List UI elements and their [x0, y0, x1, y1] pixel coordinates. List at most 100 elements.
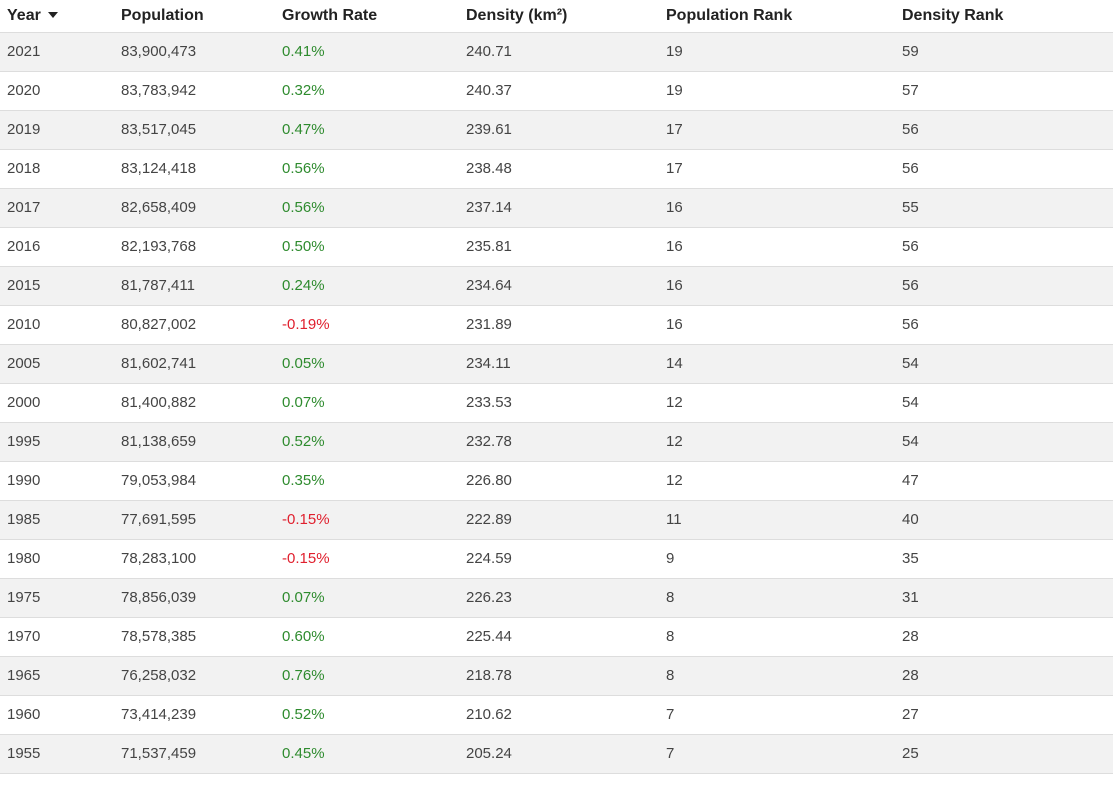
cell-population: 82,193,768	[121, 238, 197, 255]
cell-population: 81,400,882	[121, 394, 197, 411]
column-header-density-label: Density (km²)	[466, 6, 568, 24]
cell-population: 81,138,659	[121, 433, 197, 450]
cell-density: 225.44	[466, 628, 512, 645]
cell-year: 1975	[7, 589, 41, 606]
cell-year: 2021	[7, 43, 41, 60]
cell-growth-rate: 0.41%	[282, 43, 325, 60]
cell-density: 238.48	[466, 160, 512, 177]
cell-growth-rate: 0.47%	[282, 121, 325, 138]
cell-population-rank: 16	[666, 316, 683, 333]
cell-population: 81,602,741	[121, 355, 197, 372]
column-header-growth-rate[interactable]: Growth Rate	[275, 0, 459, 33]
cell-density: 237.14	[466, 199, 512, 216]
cell-density-rank: 56	[902, 160, 919, 177]
cell-population: 83,124,418	[121, 160, 197, 177]
cell-year: 2005	[7, 355, 41, 372]
cell-year: 2000	[7, 394, 41, 411]
column-header-growth-rate-label: Growth Rate	[282, 6, 378, 24]
cell-density: 210.62	[466, 706, 512, 723]
table-row: 2015 81,787,411 0.24% 234.64 16 56	[0, 266, 1113, 305]
cell-density-rank: 40	[902, 511, 919, 528]
column-header-population[interactable]: Population	[114, 0, 275, 33]
cell-population: 79,053,984	[121, 472, 197, 489]
cell-population: 80,827,002	[121, 316, 197, 333]
table-row: 2000 81,400,882 0.07% 233.53 12 54	[0, 383, 1113, 422]
cell-growth-rate: 0.56%	[282, 199, 325, 216]
cell-density-rank: 56	[902, 316, 919, 333]
cell-growth-rate: 0.05%	[282, 355, 325, 372]
cell-growth-rate: 0.32%	[282, 82, 325, 99]
cell-population: 73,414,239	[121, 706, 197, 723]
cell-population: 71,537,459	[121, 745, 197, 762]
cell-density: 233.53	[466, 394, 512, 411]
cell-growth-rate: 0.24%	[282, 277, 325, 294]
column-header-year[interactable]: Year	[0, 0, 114, 33]
cell-density: 240.71	[466, 43, 512, 60]
cell-density: 240.37	[466, 82, 512, 99]
cell-population-rank: 17	[666, 121, 683, 138]
table-row: 1975 78,856,039 0.07% 226.23 8 31	[0, 578, 1113, 617]
table-row: 1970 78,578,385 0.60% 225.44 8 28	[0, 617, 1113, 656]
cell-density-rank: 27	[902, 706, 919, 723]
cell-density: 232.78	[466, 433, 512, 450]
table-row: 1990 79,053,984 0.35% 226.80 12 47	[0, 461, 1113, 500]
cell-population: 82,658,409	[121, 199, 197, 216]
cell-density: 239.61	[466, 121, 512, 138]
cell-population-rank: 16	[666, 238, 683, 255]
column-header-population-label: Population	[121, 6, 204, 24]
cell-year: 1955	[7, 745, 41, 762]
cell-year: 2020	[7, 82, 41, 99]
cell-population-rank: 8	[666, 628, 675, 645]
cell-year: 1965	[7, 667, 41, 684]
cell-population: 78,578,385	[121, 628, 197, 645]
cell-population-rank: 11	[666, 511, 682, 528]
column-header-population-rank-label: Population Rank	[666, 6, 793, 24]
sort-descending-icon	[47, 11, 58, 18]
table-row: 1985 77,691,595 -0.15% 222.89 11 40	[0, 500, 1113, 539]
cell-population-rank: 14	[666, 355, 683, 372]
table-row: 2018 83,124,418 0.56% 238.48 17 56	[0, 149, 1113, 188]
cell-density-rank: 57	[902, 82, 919, 99]
cell-density-rank: 59	[902, 43, 919, 60]
cell-density-rank: 54	[902, 433, 919, 450]
table-row: 2019 83,517,045 0.47% 239.61 17 56	[0, 110, 1113, 149]
table-row: 2017 82,658,409 0.56% 237.14 16 55	[0, 188, 1113, 227]
cell-density-rank: 56	[902, 121, 919, 138]
cell-year: 2018	[7, 160, 41, 177]
column-header-density-rank[interactable]: Density Rank	[895, 0, 1113, 33]
table-row: 2010 80,827,002 -0.19% 231.89 16 56	[0, 305, 1113, 344]
column-header-density-rank-label: Density Rank	[902, 6, 1004, 24]
cell-population-rank: 19	[666, 43, 683, 60]
cell-population-rank: 12	[666, 433, 683, 450]
table-body: 2021 83,900,473 0.41% 240.71 19 59 2020 83,783,…	[0, 32, 1113, 773]
cell-growth-rate: -0.19%	[282, 316, 330, 333]
table-row: 1965 76,258,032 0.76% 218.78 8 28	[0, 656, 1113, 695]
cell-growth-rate: 0.07%	[282, 394, 325, 411]
table-row: 1955 71,537,459 0.45% 205.24 7 25	[0, 734, 1113, 773]
cell-growth-rate: 0.50%	[282, 238, 325, 255]
cell-year: 1960	[7, 706, 41, 723]
cell-year: 1980	[7, 550, 41, 567]
header-row: Year Population Growth Rate Density (km²…	[0, 0, 1113, 33]
cell-growth-rate: 0.35%	[282, 472, 325, 489]
cell-density: 231.89	[466, 316, 512, 333]
cell-population-rank: 7	[666, 706, 675, 723]
cell-density: 235.81	[466, 238, 512, 255]
column-header-population-rank[interactable]: Population Rank	[659, 0, 895, 33]
cell-density: 205.24	[466, 745, 512, 762]
cell-growth-rate: -0.15%	[282, 550, 330, 567]
cell-density-rank: 54	[902, 355, 919, 372]
cell-density: 224.59	[466, 550, 512, 567]
cell-growth-rate: 0.56%	[282, 160, 325, 177]
cell-density-rank: 56	[902, 238, 919, 255]
table-row: 2005 81,602,741 0.05% 234.11 14 54	[0, 344, 1113, 383]
cell-growth-rate: 0.52%	[282, 706, 325, 723]
cell-density-rank: 54	[902, 394, 919, 411]
cell-density: 226.80	[466, 472, 512, 489]
column-header-density[interactable]: Density (km²)	[459, 0, 659, 33]
cell-population: 78,283,100	[121, 550, 197, 567]
cell-density-rank: 31	[902, 589, 919, 606]
cell-density-rank: 28	[902, 628, 919, 645]
cell-population-rank: 8	[666, 667, 675, 684]
cell-density-rank: 28	[902, 667, 919, 684]
